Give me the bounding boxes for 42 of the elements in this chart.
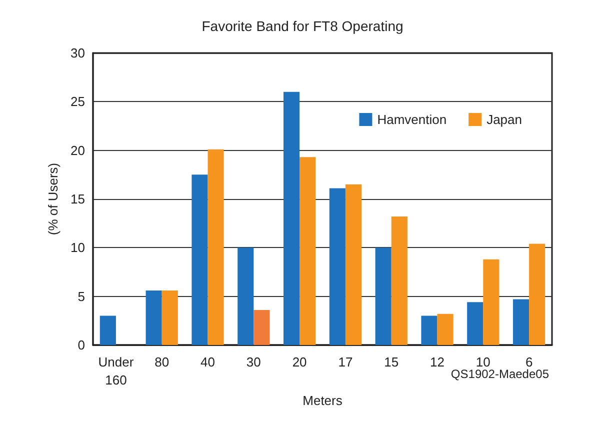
x-tick-label: 17 (338, 354, 353, 370)
legend-label: Japan (486, 112, 522, 127)
bar (329, 188, 346, 345)
y-tick-label: 15 (70, 192, 85, 206)
x-tick-label: 12 (430, 354, 444, 370)
bar (300, 157, 316, 345)
y-tick-label: 5 (78, 288, 85, 304)
chart-title: Favorite Band for FT8 Operating (202, 18, 404, 34)
x-tick-label: 6 (525, 354, 533, 370)
bar (100, 316, 116, 345)
y-tick-label: 0 (78, 338, 85, 352)
bar (391, 216, 408, 345)
bar (529, 244, 546, 345)
x-tick-label: 10 (476, 354, 490, 370)
x-tick-label: 80 (154, 354, 170, 370)
bar (238, 248, 254, 345)
legend-label: Hamvention (377, 112, 447, 127)
x-axis-title: Meters (302, 392, 343, 408)
bar (512, 299, 530, 345)
x-tick-label: 15 (384, 354, 399, 370)
bar (421, 316, 438, 345)
y-tick-label: 30 (70, 46, 85, 60)
bar (162, 290, 178, 345)
bar (192, 174, 208, 345)
bar (146, 290, 162, 345)
x-tick-label: 30 (246, 354, 261, 370)
bar (254, 310, 270, 345)
bar (283, 92, 300, 345)
y-tick-label: 25 (70, 94, 85, 110)
bar (208, 149, 224, 345)
x-tick-label: 40 (200, 354, 215, 370)
bar (437, 314, 454, 345)
bar (345, 184, 362, 345)
bar (467, 302, 484, 345)
y-tick-label: 20 (70, 142, 85, 158)
bar (483, 259, 500, 345)
y-tick-label: 10 (70, 240, 85, 256)
x-tick-label: Under 160 (98, 354, 134, 388)
bar (375, 248, 392, 345)
y-axis-title: (% of Users) (46, 162, 61, 236)
x-tick-label: 20 (292, 354, 307, 370)
text: QS1902-Maede05 (450, 367, 550, 381)
